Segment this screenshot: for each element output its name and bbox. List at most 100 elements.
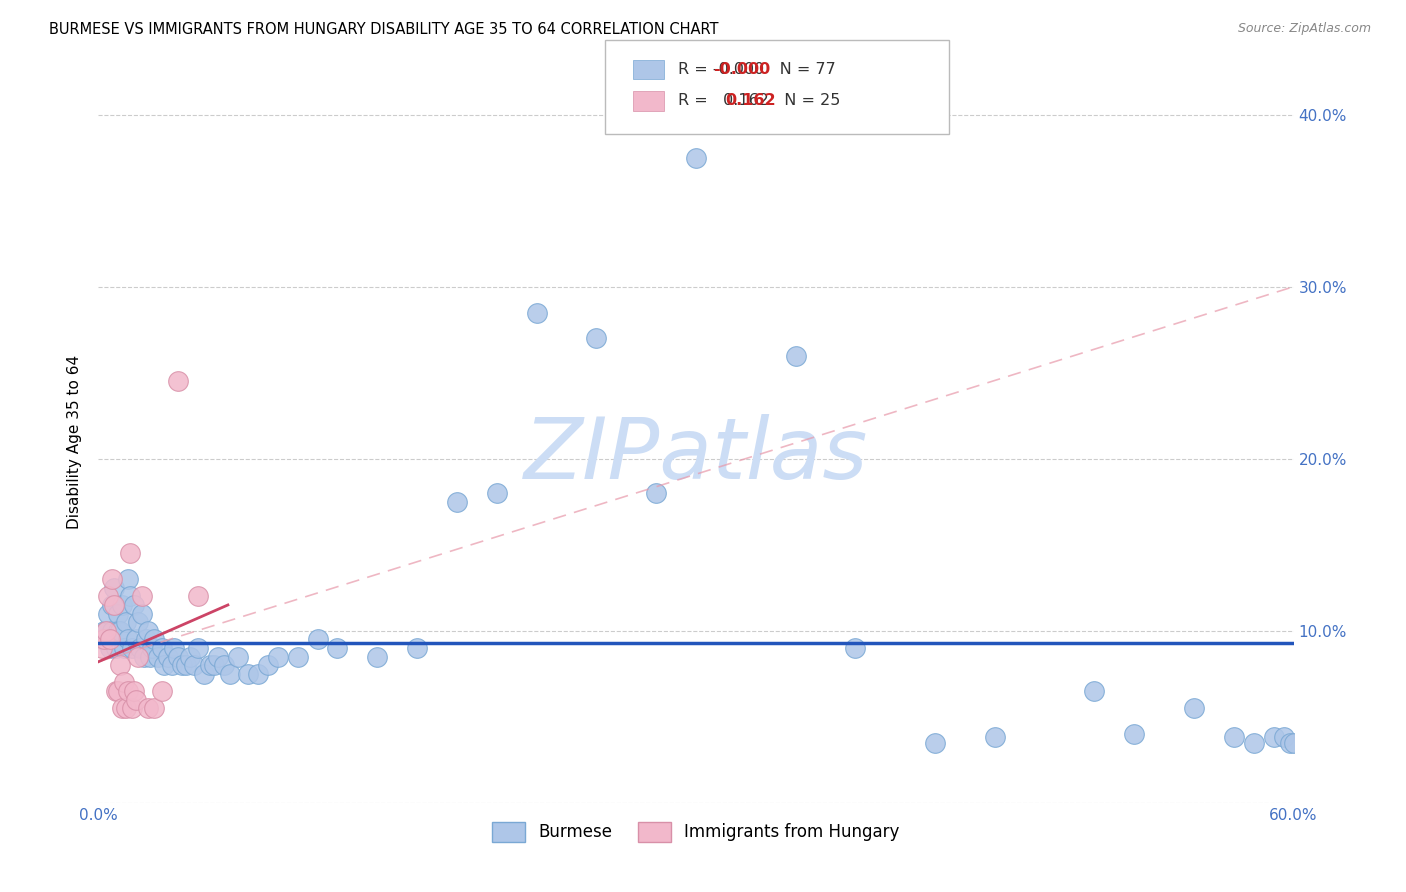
Point xyxy=(103,598,125,612)
Point xyxy=(202,658,225,673)
Point xyxy=(148,649,170,664)
Point xyxy=(585,331,607,345)
Y-axis label: Disability Age 35 to 64: Disability Age 35 to 64 xyxy=(67,354,83,529)
Point xyxy=(127,615,149,630)
Text: R = -0.000   N = 77: R = -0.000 N = 77 xyxy=(678,62,835,77)
Point xyxy=(115,701,138,715)
Point xyxy=(117,684,139,698)
Point xyxy=(105,640,128,655)
Point xyxy=(143,632,166,647)
Point xyxy=(526,305,548,319)
Point xyxy=(645,486,668,500)
Point xyxy=(112,640,135,655)
Point xyxy=(101,598,124,612)
Point xyxy=(287,649,309,664)
Point xyxy=(685,151,707,165)
Point xyxy=(207,649,229,664)
Point xyxy=(1123,727,1146,741)
Point xyxy=(167,649,190,664)
Text: BURMESE VS IMMIGRANTS FROM HUNGARY DISABILITY AGE 35 TO 64 CORRELATION CHART: BURMESE VS IMMIGRANTS FROM HUNGARY DISAB… xyxy=(49,22,718,37)
Point xyxy=(107,624,129,638)
Point xyxy=(131,590,153,604)
Point xyxy=(150,684,173,698)
Point xyxy=(236,666,259,681)
Point xyxy=(111,701,134,715)
Point xyxy=(446,494,468,508)
Point xyxy=(785,349,807,363)
Point xyxy=(150,640,173,655)
Point xyxy=(93,624,115,638)
Point xyxy=(157,649,180,664)
Point xyxy=(172,658,194,673)
Point xyxy=(174,658,197,673)
Text: 0.162: 0.162 xyxy=(725,94,776,108)
Point xyxy=(124,598,146,612)
Point xyxy=(167,375,190,389)
Point xyxy=(187,590,209,604)
Point xyxy=(127,649,149,664)
Point xyxy=(366,649,388,664)
Point xyxy=(307,632,329,647)
Point xyxy=(101,624,124,638)
Point xyxy=(98,632,122,647)
Point xyxy=(1282,735,1305,749)
Point xyxy=(1263,731,1285,745)
Point xyxy=(107,607,129,621)
Point xyxy=(107,684,129,698)
Point xyxy=(117,572,139,586)
Point xyxy=(121,640,143,655)
Point xyxy=(163,640,186,655)
Point xyxy=(1223,731,1246,745)
Point xyxy=(193,666,215,681)
Text: ZIPatlas: ZIPatlas xyxy=(524,415,868,498)
Point xyxy=(98,640,122,655)
Point xyxy=(131,607,153,621)
Point xyxy=(1182,701,1205,715)
Point xyxy=(112,675,135,690)
Point xyxy=(153,658,176,673)
Point xyxy=(219,666,242,681)
Text: Source: ZipAtlas.com: Source: ZipAtlas.com xyxy=(1237,22,1371,36)
Point xyxy=(1243,735,1265,749)
Point xyxy=(96,624,118,638)
Point xyxy=(187,640,209,655)
Point xyxy=(198,658,221,673)
Point xyxy=(139,649,162,664)
Point xyxy=(129,640,152,655)
Point xyxy=(485,486,508,500)
Point xyxy=(110,658,132,673)
Point xyxy=(135,632,157,647)
Point xyxy=(97,607,120,621)
Point xyxy=(226,649,249,664)
Point xyxy=(160,658,183,673)
Point xyxy=(1278,735,1301,749)
Point xyxy=(406,640,429,655)
Point xyxy=(120,546,142,560)
Point xyxy=(103,581,125,595)
Point xyxy=(117,632,139,647)
Text: -0.000: -0.000 xyxy=(713,62,770,77)
Point xyxy=(212,658,235,673)
Point xyxy=(93,632,115,647)
Legend: Burmese, Immigrants from Hungary: Burmese, Immigrants from Hungary xyxy=(485,815,907,848)
Point xyxy=(105,684,128,698)
Point xyxy=(91,632,114,647)
Point xyxy=(124,684,146,698)
Point xyxy=(136,701,159,715)
Point xyxy=(1083,684,1105,698)
Point xyxy=(115,615,138,630)
Point xyxy=(844,640,866,655)
Point xyxy=(120,590,142,604)
Point xyxy=(136,624,159,638)
Point xyxy=(110,624,132,638)
Point xyxy=(143,701,166,715)
Point xyxy=(984,731,1007,745)
Point xyxy=(1272,731,1295,745)
Text: R =   0.162   N = 25: R = 0.162 N = 25 xyxy=(678,94,839,108)
Point xyxy=(326,640,349,655)
Point xyxy=(256,658,278,673)
Point xyxy=(134,649,156,664)
Point xyxy=(96,624,118,638)
Point xyxy=(91,640,114,655)
Point xyxy=(121,701,143,715)
